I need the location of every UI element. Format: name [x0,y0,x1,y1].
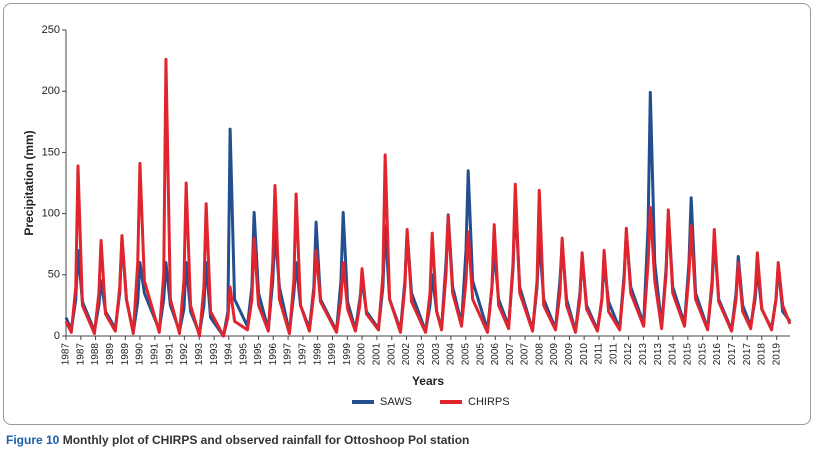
x-tick-label: 2015 [682,343,693,366]
y-tick-label: 50 [48,269,60,281]
x-tick-label: 2009 [549,343,560,366]
x-tick-label: 2003 [416,343,427,366]
x-tick-label: 1988 [90,343,101,366]
x-tick-label: 2008 [534,343,545,366]
legend-label: CHIRPS [468,396,510,408]
x-tick-label: 1987 [61,343,72,366]
x-tick-label: 2018 [756,343,767,366]
x-tick-label: 2019 [771,343,782,366]
caption-text: Monthly plot of CHIRPS and observed rain… [62,433,470,447]
chart-frame [3,3,811,425]
x-tick-label: 1999 [342,343,353,366]
x-tick-label: 2007 [520,343,531,366]
x-tick-label: 2012 [623,343,634,366]
x-tick-label: 2000 [357,343,368,366]
x-tick-label: 1990 [135,343,146,366]
x-tick-label: 2006 [490,343,501,366]
legend-label: SAWS [380,396,412,408]
y-tick-label: 200 [42,85,60,97]
x-tick-label: 2011 [594,343,605,365]
y-tick-label: 100 [42,208,60,220]
x-tick-label: 2014 [668,343,679,366]
y-tick-label: 250 [42,24,60,36]
x-tick-label: 1989 [105,343,116,366]
x-tick-label: 2004 [446,343,457,366]
x-tick-label: 1991 [149,343,160,366]
x-tick-label: 2003 [431,343,442,366]
x-tick-label: 2005 [475,343,486,366]
x-tick-label: 1999 [327,343,338,366]
x-tick-label: 1995 [238,343,249,366]
x-tick-label: 1992 [179,343,190,366]
x-tick-label: 2001 [386,343,397,366]
x-tick-label: 1998 [312,343,323,366]
x-tick-label: 2005 [460,343,471,366]
x-tick-label: 1995 [253,343,264,366]
x-tick-label: 1996 [268,343,279,366]
x-tick-label: 1993 [194,343,205,366]
x-tick-label: 1987 [76,343,87,366]
x-tick-label: 2011 [609,343,620,365]
x-tick-label: 1994 [223,343,234,366]
x-tick-label: 2017 [742,343,753,366]
y-tick-label: 150 [42,146,60,158]
x-tick-label: 1997 [298,343,309,366]
caption-label: Figure 10 [6,433,60,447]
x-tick-label: 2009 [564,343,575,366]
caption: Figure 10 Monthly plot of CHIRPS and obs… [6,433,469,447]
x-tick-label: 2001 [372,343,383,366]
x-tick-label: 1993 [209,343,220,366]
x-tick-label: 2010 [579,343,590,366]
x-tick-label: 2016 [712,343,723,366]
x-axis-label: Years [412,374,444,388]
y-axis-label: Precipitation (mm) [22,130,36,235]
chart: Precipitation (mm) Years 0 50 100 150 200 250… [22,24,792,408]
x-tick-label: 2017 [727,343,738,366]
x-tick-label: 2013 [638,343,649,366]
x-tick-label: 2013 [653,343,664,366]
x-tick-label: 2015 [697,343,708,366]
x-tick-label: 1989 [120,343,131,366]
series-line [64,57,792,338]
x-tick-label: 2007 [505,343,516,366]
x-tick-label: 1997 [283,343,294,366]
x-tick-label: 2002 [401,343,412,366]
y-tick-label: 0 [54,330,60,342]
x-tick-label: 1991 [164,343,175,366]
